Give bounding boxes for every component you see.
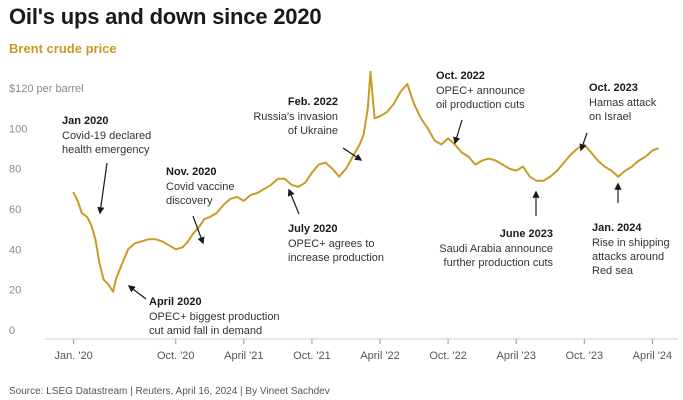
annotations: Jan 2020 Covid-19 declared health emergenc… [62,70,670,337]
annotation-text: Saudi Arabia announce [439,243,553,255]
x-tick-label: Oct. '23 [566,350,604,362]
annotation-text: further production cuts [444,257,554,269]
annotation-text: of Ukraine [288,125,338,137]
y-axis: $120 per barrel 100 80 60 40 20 0 [9,83,84,337]
annotation-arrow [579,132,588,152]
annotation: Feb. 2022 Russia's invasion of Ukraine [253,96,363,161]
annotation-text: discovery [166,195,213,207]
annotation-date: June 2023 [500,228,553,240]
annotation-text: Covid-19 declared [62,130,151,142]
annotation-date: July 2020 [288,223,338,235]
annotation-text: Russia's invasion [253,111,338,123]
annotation: Oct. 2023 Hamas attack on Israel [579,82,657,152]
annotation-text: attacks around [592,251,664,263]
annotation-text: Rise in shipping [592,237,670,249]
annotation-arrow [453,119,463,145]
x-tick-label: Jan. '20 [55,350,93,362]
x-tick-label: April '22 [360,350,399,362]
series-line [72,70,659,293]
annotation-date: Oct. 2023 [589,82,638,94]
annotation-date: Jan. 2024 [592,222,642,234]
annotation-text: OPEC+ agrees to [288,238,375,250]
y-tick-label: 20 [9,285,21,297]
annotation-text: Hamas attack [589,97,657,109]
chart-title: Oil's ups and down since 2020 [9,4,322,29]
price-series [72,70,659,293]
annotation-text: cut amid fall in demand [149,325,262,337]
x-tick-label: Oct. '20 [157,350,195,362]
annotation-text: oil production cuts [436,99,525,111]
y-tick-label: 0 [9,325,15,337]
y-tick-label: $120 per barrel [9,83,84,95]
annotation-date: April 2020 [149,296,202,308]
annotation-text: OPEC+ biggest production [149,311,280,323]
annotation-arrow [127,285,147,300]
annotation: Jan. 2024 Rise in shipping attacks around R… [592,182,670,277]
x-tick-label: April '23 [496,350,535,362]
y-tick-label: 40 [9,244,21,256]
annotation-text: Red sea [592,265,634,277]
annotation-text: increase production [288,252,384,264]
annotation: July 2020 OPEC+ agrees to increase product… [287,188,384,264]
annotation-date: Oct. 2022 [436,70,485,82]
source-note: Source: LSEG Datastream | Reuters, April… [9,386,330,397]
x-tick-label: Oct. '21 [293,350,331,362]
annotation-date: Feb. 2022 [288,96,338,108]
x-tick-label: April '21 [224,350,263,362]
annotation-arrow [342,147,363,161]
x-tick-label: April '24 [633,350,672,362]
y-tick-label: 100 [9,123,27,135]
annotation-date: Nov. 2020 [166,166,217,178]
annotation-text: OPEC+ announce [436,85,525,97]
annotation-arrow [97,162,108,215]
annotation-text: Covid vaccine [166,181,234,193]
y-tick-label: 80 [9,164,21,176]
y-tick-label: 60 [9,204,21,216]
annotation-arrow [287,188,300,215]
annotation: Nov. 2020 Covid vaccine discovery [166,166,234,245]
annotation: Jan 2020 Covid-19 declared health emergenc… [62,115,151,215]
x-tick-label: Oct. '22 [429,350,467,362]
annotation: Oct. 2022 OPEC+ announce oil production cu… [436,70,525,145]
annotation: June 2023 Saudi Arabia announce further pr… [439,190,554,269]
x-axis: Jan. '20 Oct. '20 April '21 Oct. '21 April '… [55,339,672,362]
annotation-date: Jan 2020 [62,115,108,127]
annotation: April 2020 OPEC+ biggest production cut am… [127,285,280,337]
annotation-text: on Israel [589,111,631,123]
annotation-arrow [192,215,205,245]
annotation-text: health emergency [62,144,150,156]
chart-subtitle: Brent crude price [9,41,117,56]
